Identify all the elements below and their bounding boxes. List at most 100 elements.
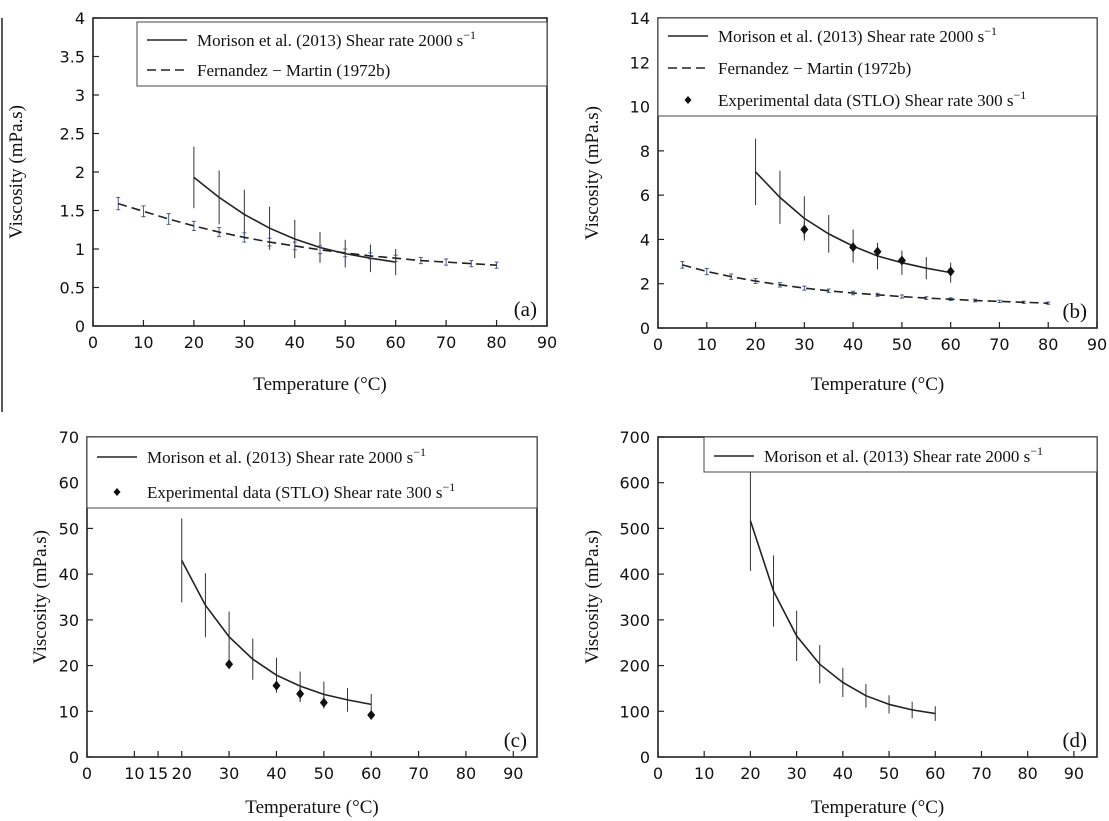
legend-label: Fernandez − Martin (1972b): [718, 59, 911, 78]
legend-label: Morison et al. (2013) Shear rate 2000 s−…: [764, 444, 1043, 466]
chart-panel-b: 0 10 20 30 40 50 60 70 80 90 0 2 4 6 8 10 12 14 Temperatur…: [582, 9, 1107, 395]
x-tick-label: 0: [653, 335, 663, 354]
x-tick-label: 0: [653, 764, 663, 783]
legend-label: Experimental data (STLO) Shear rate 300 …: [718, 88, 1026, 110]
x-tick-label: 60: [385, 333, 405, 352]
y-tick-label: 14: [630, 9, 650, 28]
data-point-marker: [296, 688, 305, 699]
x-tick-label: 10: [697, 335, 717, 354]
y-tick-label: 3.5: [60, 48, 85, 67]
y-tick-label: 50: [59, 519, 79, 538]
series-line-dashed: [117, 202, 497, 266]
x-tick-label: 10: [124, 764, 144, 783]
series-line: [180, 560, 372, 706]
legend-label: Fernandez − Martin (1972b): [197, 61, 390, 80]
y-tick-label: 60: [59, 474, 79, 493]
x-tick-label: 80: [1038, 335, 1058, 354]
series-group: [755, 138, 952, 283]
panel-label: (c): [504, 728, 527, 752]
y-tick-label: 0: [69, 748, 79, 767]
x-tick-label: 60: [925, 764, 945, 783]
chart-panel-c: 0 10 15 20 30 40 50 60 70 80 90010203040506070Temp…: [30, 428, 538, 818]
x-tick-label: 20: [172, 764, 192, 783]
y-tick-label: 40: [59, 565, 79, 584]
data-point-marker: [319, 697, 328, 708]
y-tick-label: 0.5: [60, 279, 85, 298]
data-point-marker: [800, 224, 809, 235]
x-tick-label: 10: [694, 764, 714, 783]
legend-label: Morison et al. (2013) Shear rate 2000 s−…: [718, 24, 997, 46]
series-line: [193, 176, 396, 263]
panel-label: (b): [1063, 299, 1088, 323]
y-tick-label: 4: [75, 9, 85, 28]
legend-box: [86, 436, 538, 509]
y-tick-label: 8: [640, 142, 650, 161]
data-point-marker: [873, 246, 882, 257]
y-tick-label: 100: [619, 702, 650, 721]
legend-marker: [684, 96, 692, 104]
y-tick-label: 3: [75, 86, 85, 105]
data-point-marker: [849, 242, 858, 253]
data-point-marker: [367, 709, 376, 720]
y-tick-label: 0: [640, 748, 650, 767]
x-tick-label: 50: [879, 764, 899, 783]
x-tick-label: 90: [1087, 335, 1107, 354]
legend-box: [657, 17, 1098, 117]
series-group: [225, 659, 376, 720]
series-group: [680, 261, 1051, 305]
data-point-marker: [225, 659, 234, 670]
y-axis-label: Viscosity (mPa.s): [582, 530, 603, 664]
x-tick-label: 30: [786, 764, 806, 783]
plot-frame: [657, 436, 1098, 758]
x-tick-label: 80: [486, 333, 506, 352]
data-point-marker: [272, 680, 281, 691]
y-tick-label: 500: [619, 519, 650, 538]
x-tick-label: 70: [408, 764, 428, 783]
y-axis-label: Viscosity (mPa.s): [6, 105, 27, 239]
data-point-marker: [897, 255, 906, 266]
x-tick-label: 40: [833, 764, 853, 783]
series-line: [749, 520, 936, 715]
x-tick-label: 70: [989, 335, 1009, 354]
x-tick-label: 0: [88, 333, 98, 352]
x-tick-label: 50: [314, 764, 334, 783]
x-tick-label: 0: [82, 764, 92, 783]
x-tick-label: 60: [940, 335, 960, 354]
y-tick-label: 6: [640, 186, 650, 205]
y-tick-label: 70: [59, 428, 79, 447]
x-tick-label: 20: [745, 335, 765, 354]
y-tick-label: 400: [619, 565, 650, 584]
x-axis-label: Temperature (°C): [245, 797, 378, 818]
x-tick-label: 10: [133, 333, 153, 352]
x-tick-label: 80: [456, 764, 476, 783]
x-tick-label: 90: [1064, 764, 1084, 783]
x-tick-label: 50: [335, 333, 355, 352]
legend-label: Experimental data (STLO) Shear rate 300 …: [147, 480, 455, 502]
x-axis-label: Temperature (°C): [811, 374, 944, 395]
y-tick-label: 200: [619, 657, 650, 676]
legend-box: [136, 21, 548, 87]
panel-label: (a): [514, 297, 537, 321]
chart-panel-d: 0 10 20 30 40 50 60 70 80 90 0 100 200 300 400 500 600 70…: [582, 428, 1098, 818]
y-tick-label: 12: [630, 53, 650, 72]
series-group: [116, 196, 499, 269]
y-tick-label: 20: [59, 657, 79, 676]
panel-label: (d): [1063, 728, 1088, 752]
x-tick-label: 30: [219, 764, 239, 783]
y-tick-label: 2.5: [60, 125, 85, 144]
y-tick-label: 600: [619, 474, 650, 493]
data-point-marker: [946, 266, 955, 277]
x-tick-label: 80: [1018, 764, 1038, 783]
y-tick-label: 1.5: [60, 202, 85, 221]
legend-label: Morison et al. (2013) Shear rate 2000 s−…: [197, 28, 476, 50]
x-tick-label: 90: [503, 764, 523, 783]
y-axis-label: Viscosity (mPa.s): [582, 106, 603, 240]
x-tick-label: 40: [285, 333, 305, 352]
legend-marker: [113, 488, 121, 496]
legend-label: Morison et al. (2013) Shear rate 2000 s−…: [147, 445, 426, 467]
x-tick-label: 40: [266, 764, 286, 783]
x-tick-label: 40: [843, 335, 863, 354]
y-tick-label: 0: [640, 319, 650, 338]
y-tick-label: 4: [640, 230, 650, 249]
x-tick-label: 90: [537, 333, 557, 352]
